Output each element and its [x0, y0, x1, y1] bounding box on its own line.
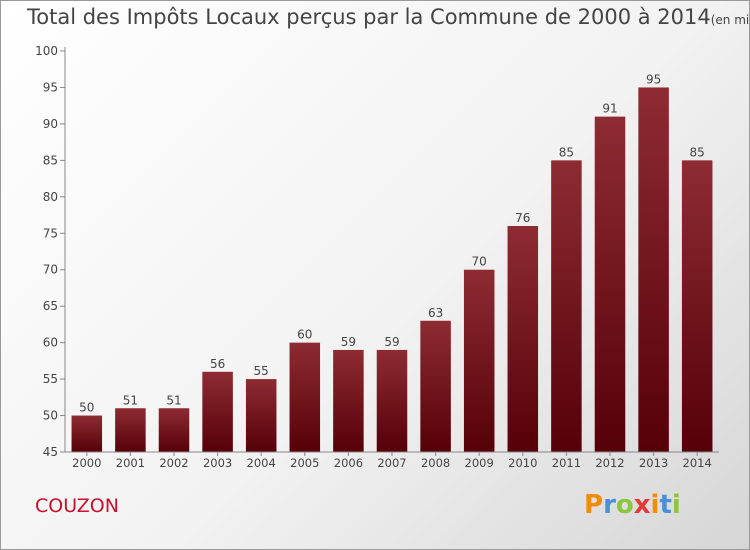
bar [289, 342, 321, 452]
x-tick-label: 2011 [552, 456, 581, 470]
bar [681, 160, 713, 452]
chart-title-unit: (en milliers d'€) [710, 13, 750, 27]
y-tick-label: 65 [43, 299, 58, 313]
y-tick-label: 50 [43, 409, 58, 423]
x-tick-label: 2008 [421, 456, 450, 470]
data-label: 60 [297, 328, 312, 342]
x-tick-label: 2013 [639, 456, 668, 470]
x-axis: 2000 2001 2002 2003 2004 2005 2006 2007 2008 2009… [65, 451, 719, 470]
x-tick-label: 2001 [116, 456, 145, 470]
data-label: 51 [123, 393, 138, 407]
bar [115, 408, 146, 452]
bar [71, 415, 103, 452]
proxiti-logo: Proxiti [584, 490, 681, 520]
x-tick-label: 2014 [683, 456, 712, 470]
data-label: 91 [602, 102, 617, 116]
commune-name: COUZON [35, 495, 119, 517]
logo-letter: t [659, 490, 672, 520]
y-tick-label: 100 [35, 44, 58, 58]
bar [158, 408, 190, 452]
data-label: 59 [384, 335, 399, 349]
y-tick-label: 60 [43, 336, 58, 350]
x-tick-label: 2012 [595, 456, 624, 470]
logo-letter: x [633, 490, 651, 520]
bar [463, 269, 495, 452]
x-tick-label: 2010 [508, 456, 537, 470]
bar [551, 160, 582, 452]
data-label: 95 [646, 72, 661, 86]
y-tick-label: 90 [43, 117, 58, 131]
chart-title-text: Total des Impôts Locaux perçus par la Co… [27, 5, 711, 29]
logo-letter: i [650, 490, 660, 520]
x-tick-label: 2004 [247, 456, 276, 470]
x-tick-label: 2007 [377, 456, 406, 470]
data-label: 70 [472, 255, 487, 269]
y-tick-label: 45 [43, 445, 58, 459]
y-tick-label: 85 [43, 153, 58, 167]
x-tick-label: 2003 [203, 456, 232, 470]
logo-letter: i [671, 490, 681, 520]
bar [420, 320, 451, 452]
data-label: 56 [210, 357, 225, 371]
data-label: 51 [166, 393, 181, 407]
bar [376, 349, 408, 452]
x-tick-label: 2002 [159, 456, 188, 470]
data-label: 59 [341, 335, 356, 349]
x-tick-label: 2006 [334, 456, 363, 470]
y-tick-label: 95 [43, 80, 58, 94]
y-tick-label: 70 [43, 263, 58, 277]
x-tick-label: 2000 [72, 456, 101, 470]
bar [594, 116, 626, 453]
bar [333, 349, 364, 452]
logo-letter: r [603, 490, 616, 520]
data-label: 85 [690, 145, 705, 159]
bar [507, 225, 539, 452]
y-tick-label: 75 [43, 226, 58, 240]
data-label: 55 [254, 364, 269, 378]
logo-letter: P [584, 490, 604, 520]
bar [202, 371, 233, 452]
logo-letter: o [615, 490, 634, 520]
x-tick-label: 2009 [465, 456, 494, 470]
data-label: 76 [515, 211, 530, 225]
y-tick-label: 55 [43, 372, 58, 386]
bar [638, 87, 669, 453]
chart-title: Total des Impôts Locaux perçus par la Co… [27, 5, 750, 29]
bar [245, 379, 277, 452]
data-label: 50 [79, 401, 94, 415]
data-label: 85 [559, 145, 574, 159]
y-axis: 45 50 55 60 65 70 75 80 85 90 95 100 [35, 44, 66, 459]
y-tick-label: 80 [43, 190, 58, 204]
data-label: 63 [428, 306, 443, 320]
bars: 50 51 51 56 55 60 59 59 63 70 76 85 91 95 85 [71, 72, 713, 453]
x-tick-label: 2005 [290, 456, 319, 470]
